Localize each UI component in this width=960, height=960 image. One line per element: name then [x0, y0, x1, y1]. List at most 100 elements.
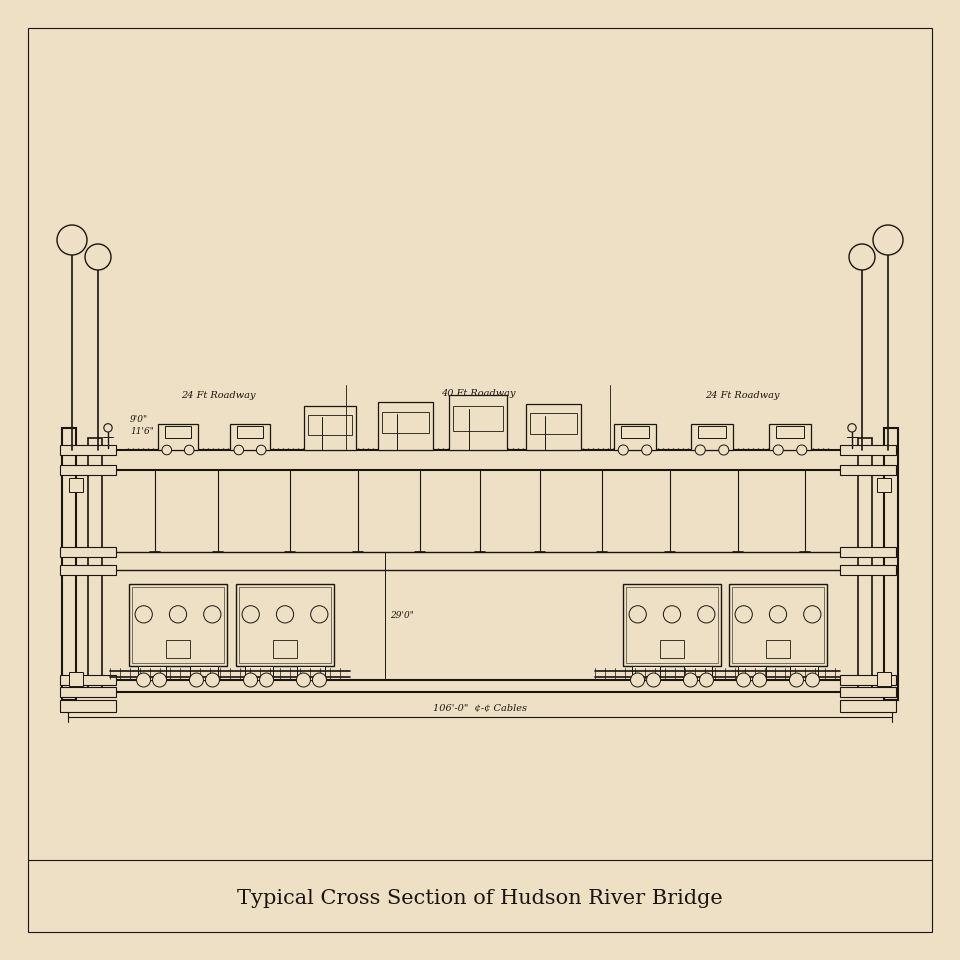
Circle shape [769, 606, 786, 623]
Bar [614, 424, 656, 450]
Circle shape [153, 673, 166, 687]
Circle shape [753, 673, 766, 687]
Circle shape [789, 673, 804, 687]
Circle shape [873, 225, 903, 255]
Text: 29'0": 29'0" [390, 612, 414, 620]
Bar [129, 584, 227, 666]
Bar [840, 565, 896, 575]
Circle shape [312, 673, 326, 687]
Bar [884, 428, 898, 700]
Circle shape [849, 244, 875, 270]
Bar [621, 426, 649, 439]
Bar [68, 450, 892, 470]
Bar [877, 672, 891, 686]
Circle shape [684, 673, 698, 687]
Bar [840, 687, 896, 697]
Bar [62, 428, 76, 700]
Circle shape [169, 606, 186, 623]
Text: 106'-0"  ¢-¢ Cables: 106'-0" ¢-¢ Cables [433, 705, 527, 713]
Circle shape [135, 606, 153, 623]
Circle shape [700, 673, 713, 687]
Text: 11'6": 11'6" [130, 427, 154, 437]
Bar [190, 666, 219, 680]
Circle shape [204, 606, 221, 623]
Bar [60, 700, 116, 712]
Circle shape [85, 244, 111, 270]
Bar [449, 395, 507, 450]
Bar [632, 666, 660, 680]
Circle shape [259, 673, 274, 687]
Circle shape [695, 445, 706, 455]
Circle shape [234, 445, 244, 455]
Bar [166, 639, 190, 658]
Bar [769, 424, 811, 450]
Bar [69, 672, 83, 686]
Bar [729, 584, 827, 666]
Bar [165, 426, 191, 439]
Bar [239, 587, 331, 663]
Circle shape [184, 445, 194, 455]
Text: 9'0": 9'0" [130, 416, 148, 424]
Circle shape [698, 606, 715, 623]
Text: 24 Ft Roadway: 24 Ft Roadway [180, 391, 255, 399]
Bar [308, 415, 352, 435]
Bar [60, 547, 116, 557]
Circle shape [297, 673, 310, 687]
Circle shape [311, 606, 328, 623]
Circle shape [205, 673, 220, 687]
Circle shape [618, 445, 628, 455]
Bar [237, 426, 263, 439]
Bar [840, 700, 896, 712]
Circle shape [276, 606, 294, 623]
Text: 40 Ft Roadway: 40 Ft Roadway [441, 389, 516, 397]
Bar [840, 465, 896, 475]
Bar [68, 552, 892, 570]
Bar [525, 404, 581, 450]
Bar [840, 675, 896, 685]
Bar [777, 426, 804, 439]
Bar [68, 680, 892, 692]
Circle shape [805, 673, 820, 687]
Bar [737, 666, 765, 680]
Bar [381, 412, 428, 433]
Bar [660, 639, 684, 658]
Bar [158, 424, 198, 450]
Bar [88, 438, 102, 692]
Bar [132, 587, 224, 663]
Bar [69, 478, 83, 492]
Bar [453, 406, 503, 431]
Circle shape [244, 673, 257, 687]
Bar [245, 666, 273, 680]
Bar [840, 547, 896, 557]
Bar [530, 413, 577, 434]
Bar [840, 445, 896, 455]
Circle shape [736, 673, 751, 687]
Bar [304, 406, 356, 450]
Circle shape [646, 673, 660, 687]
Text: 24 Ft Roadway: 24 Ft Roadway [705, 391, 780, 399]
Circle shape [629, 606, 646, 623]
Circle shape [663, 606, 681, 623]
Circle shape [773, 445, 783, 455]
Bar [626, 587, 718, 663]
Circle shape [719, 445, 729, 455]
Bar [691, 424, 733, 450]
Bar [60, 445, 116, 455]
Circle shape [189, 673, 204, 687]
Bar [230, 424, 270, 450]
Bar [732, 587, 824, 663]
Circle shape [162, 445, 172, 455]
Bar [60, 465, 116, 475]
Circle shape [631, 673, 644, 687]
Circle shape [57, 225, 87, 255]
Circle shape [104, 423, 112, 432]
Bar [236, 584, 334, 666]
Bar [877, 478, 891, 492]
Circle shape [242, 606, 259, 623]
Bar [298, 666, 325, 680]
Bar [60, 565, 116, 575]
Bar [698, 426, 726, 439]
Bar [684, 666, 712, 680]
Bar [790, 666, 819, 680]
Text: Typical Cross Section of Hudson River Bridge: Typical Cross Section of Hudson River Br… [237, 889, 723, 907]
